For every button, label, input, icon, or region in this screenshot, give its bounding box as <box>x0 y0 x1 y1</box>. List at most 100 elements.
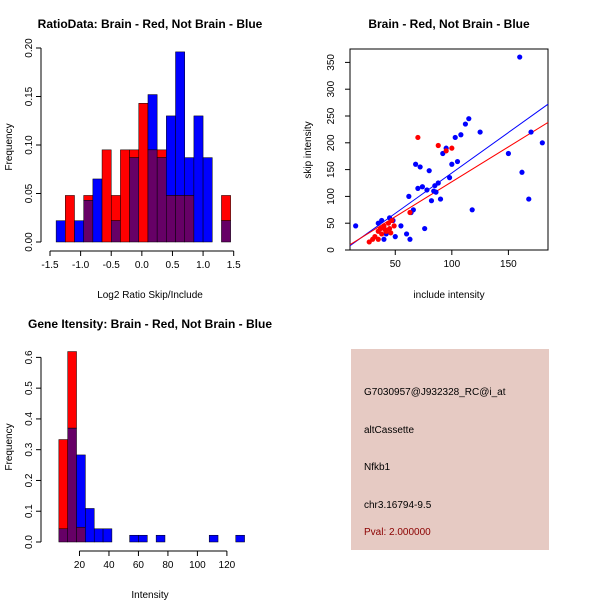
ratio-bar-brain-11 <box>156 149 167 158</box>
ratio-bar-overlap-10 <box>147 149 158 243</box>
ratio-bar-overlap-13 <box>175 195 185 243</box>
scatter-plot-frame <box>349 48 549 251</box>
gene-y-tick-label: 0.5 <box>24 381 35 395</box>
scatter-point-notbrain-15 <box>415 185 421 191</box>
gene-x-tick-label: 100 <box>189 560 206 571</box>
gene-bar-notbrain-11 <box>155 534 166 543</box>
gene-bar-notbrain-8 <box>129 534 139 543</box>
ratio-bar-brain-9 <box>138 103 149 243</box>
ratio-bars <box>55 51 231 243</box>
scatter-point-notbrain-33 <box>458 132 464 138</box>
gene-bar-notbrain-5 <box>102 528 113 543</box>
ratio-bar-overlap-8 <box>129 157 140 243</box>
scatter-point-notbrain-3 <box>381 236 387 242</box>
p-value: Pval: 2.000000 <box>364 527 431 538</box>
scatter-point-notbrain-31 <box>452 134 458 141</box>
scatter-y-tick-label: 0 <box>326 247 337 253</box>
ratio-bar-notbrain-15 <box>193 115 204 243</box>
scatter-y-tick-label: 100 <box>326 188 337 205</box>
ratio-x-tick-label: 1.0 <box>196 260 210 271</box>
ratio-x-axis-label: Log2 Ratio Skip/Include <box>97 290 203 301</box>
gene-bar-notbrain-3 <box>85 508 95 543</box>
gene-x-tick-label: 40 <box>103 560 115 571</box>
scatter-y-tick-label: 150 <box>326 161 337 178</box>
gene-x-tick-label: 60 <box>133 560 145 571</box>
scatter-point-notbrain-20 <box>426 168 432 174</box>
scatter-point-notbrain-10 <box>406 193 412 199</box>
scatter-point-brain-15 <box>443 148 449 154</box>
gene-bar-notbrain-20 <box>235 534 245 543</box>
gene-y-tick-label: 0.4 <box>24 412 35 426</box>
scatter-point-notbrain-42 <box>528 129 534 135</box>
ratio-x-tick-label: -1.5 <box>41 260 59 271</box>
scatter-point-notbrain-8 <box>398 223 404 229</box>
ratio-bar-notbrain-16 <box>202 157 213 243</box>
ratio-axes: -1.5 -1.0 -0.5 0.0 0.5 1.0 1.5 0.00 0.05 0.10 0.15… <box>24 38 241 271</box>
gene-bar-notbrain-4 <box>93 528 104 543</box>
scatter-y-tick-label: 350 <box>326 54 337 71</box>
scatter-point-notbrain-26 <box>437 196 444 202</box>
gene-bar-notbrain-17 <box>208 534 219 543</box>
ratio-y-tick-label: 0.20 <box>24 38 35 58</box>
gene-bar-brain-0 <box>58 439 68 530</box>
scatter-chart-title: Brain - Red, Not Brain - Blue <box>368 17 530 31</box>
gene-bars <box>58 351 245 543</box>
scatter-point-brain-9 <box>387 225 393 232</box>
ratio-bar-notbrain-0 <box>55 220 66 243</box>
ratio-bar-brain-5 <box>101 149 112 243</box>
scatter-point-notbrain-36 <box>469 207 475 213</box>
scatter-point-notbrain-43 <box>539 140 545 146</box>
event-type: altCassette <box>364 425 415 436</box>
scatter-point-notbrain-39 <box>517 54 523 60</box>
gene-y-tick-label: 0.3 <box>24 442 35 456</box>
ratio-bar-notbrain-10 <box>147 94 158 151</box>
gene-x-tick-label: 20 <box>74 560 86 571</box>
ratio-bar-brain-1 <box>65 195 75 243</box>
gene-y-tick-label: 0.2 <box>24 473 35 487</box>
ratio-x-tick-label: 0.0 <box>135 260 149 271</box>
scatter-y-tick-label: 200 <box>326 134 337 151</box>
ratio-bar-notbrain-2 <box>74 220 84 243</box>
scatter-x-axis-label: include intensity <box>413 290 484 301</box>
ratio-bar-brain-6 <box>110 195 121 221</box>
gene-bar-overlap-1 <box>67 427 77 543</box>
gene-intensity-histogram: Gene Itensity: Brain - Red, Not Brain - … <box>4 317 272 600</box>
probe-id: G7030957@J932328_RC@i_at <box>364 387 506 398</box>
gene-chart-title: Gene Itensity: Brain - Red, Not Brain - … <box>28 317 272 331</box>
ratio-bar-brain-3 <box>83 195 94 201</box>
ratio-y-tick-label: 0.10 <box>24 135 35 155</box>
gene-y-tick-label: 0.1 <box>24 504 35 518</box>
ratio-bar-notbrain-13 <box>175 51 185 196</box>
scatter-point-brain-5 <box>379 231 385 237</box>
scatter-point-notbrain-29 <box>446 175 453 181</box>
intensity-scatter-plot: Brain - Red, Not Brain - Blue 50 100 15005… <box>303 17 549 301</box>
ratio-y-tick-label: 0.05 <box>24 183 35 203</box>
scatter-point-brain-16 <box>449 145 455 151</box>
gene-name: Nfkb1 <box>364 462 391 473</box>
scatter-point-notbrain-35 <box>466 116 472 122</box>
gene-bar-notbrain-9 <box>138 534 148 543</box>
scatter-point-brain-13 <box>415 134 421 141</box>
ratio-bar-overlap-3 <box>83 200 94 243</box>
scatter-point-notbrain-30 <box>449 161 455 167</box>
scatter-point-notbrain-34 <box>462 121 469 127</box>
gene-x-axis-label: Intensity <box>131 590 168 600</box>
scatter-x-tick-label: 150 <box>500 259 517 270</box>
gene-x-tick-label: 80 <box>162 560 174 571</box>
scatter-points <box>353 54 545 245</box>
scatter-y-axis-label: skip intensity <box>303 121 314 178</box>
ratio-bar-overlap-14 <box>184 195 195 243</box>
gene-bar-brain-1 <box>67 351 77 429</box>
ratio-bar-notbrain-12 <box>166 115 176 196</box>
ratio-bar-brain-7 <box>120 149 130 243</box>
chromosome-location: chr3.16794-9.5 <box>364 500 432 511</box>
scatter-point-notbrain-24 <box>433 189 439 195</box>
scatter-point-notbrain-25 <box>435 180 441 186</box>
scatter-point-brain-18 <box>382 227 388 233</box>
ratio-y-tick-label: 0.00 <box>24 232 35 252</box>
scatter-point-notbrain-17 <box>419 184 426 190</box>
gene-bar-overlap-2 <box>76 526 86 543</box>
ratio-chart-title: RatioData: Brain - Red, Not Brain - Blue <box>38 17 263 31</box>
ratio-y-axis-label: Frequency <box>4 123 15 170</box>
